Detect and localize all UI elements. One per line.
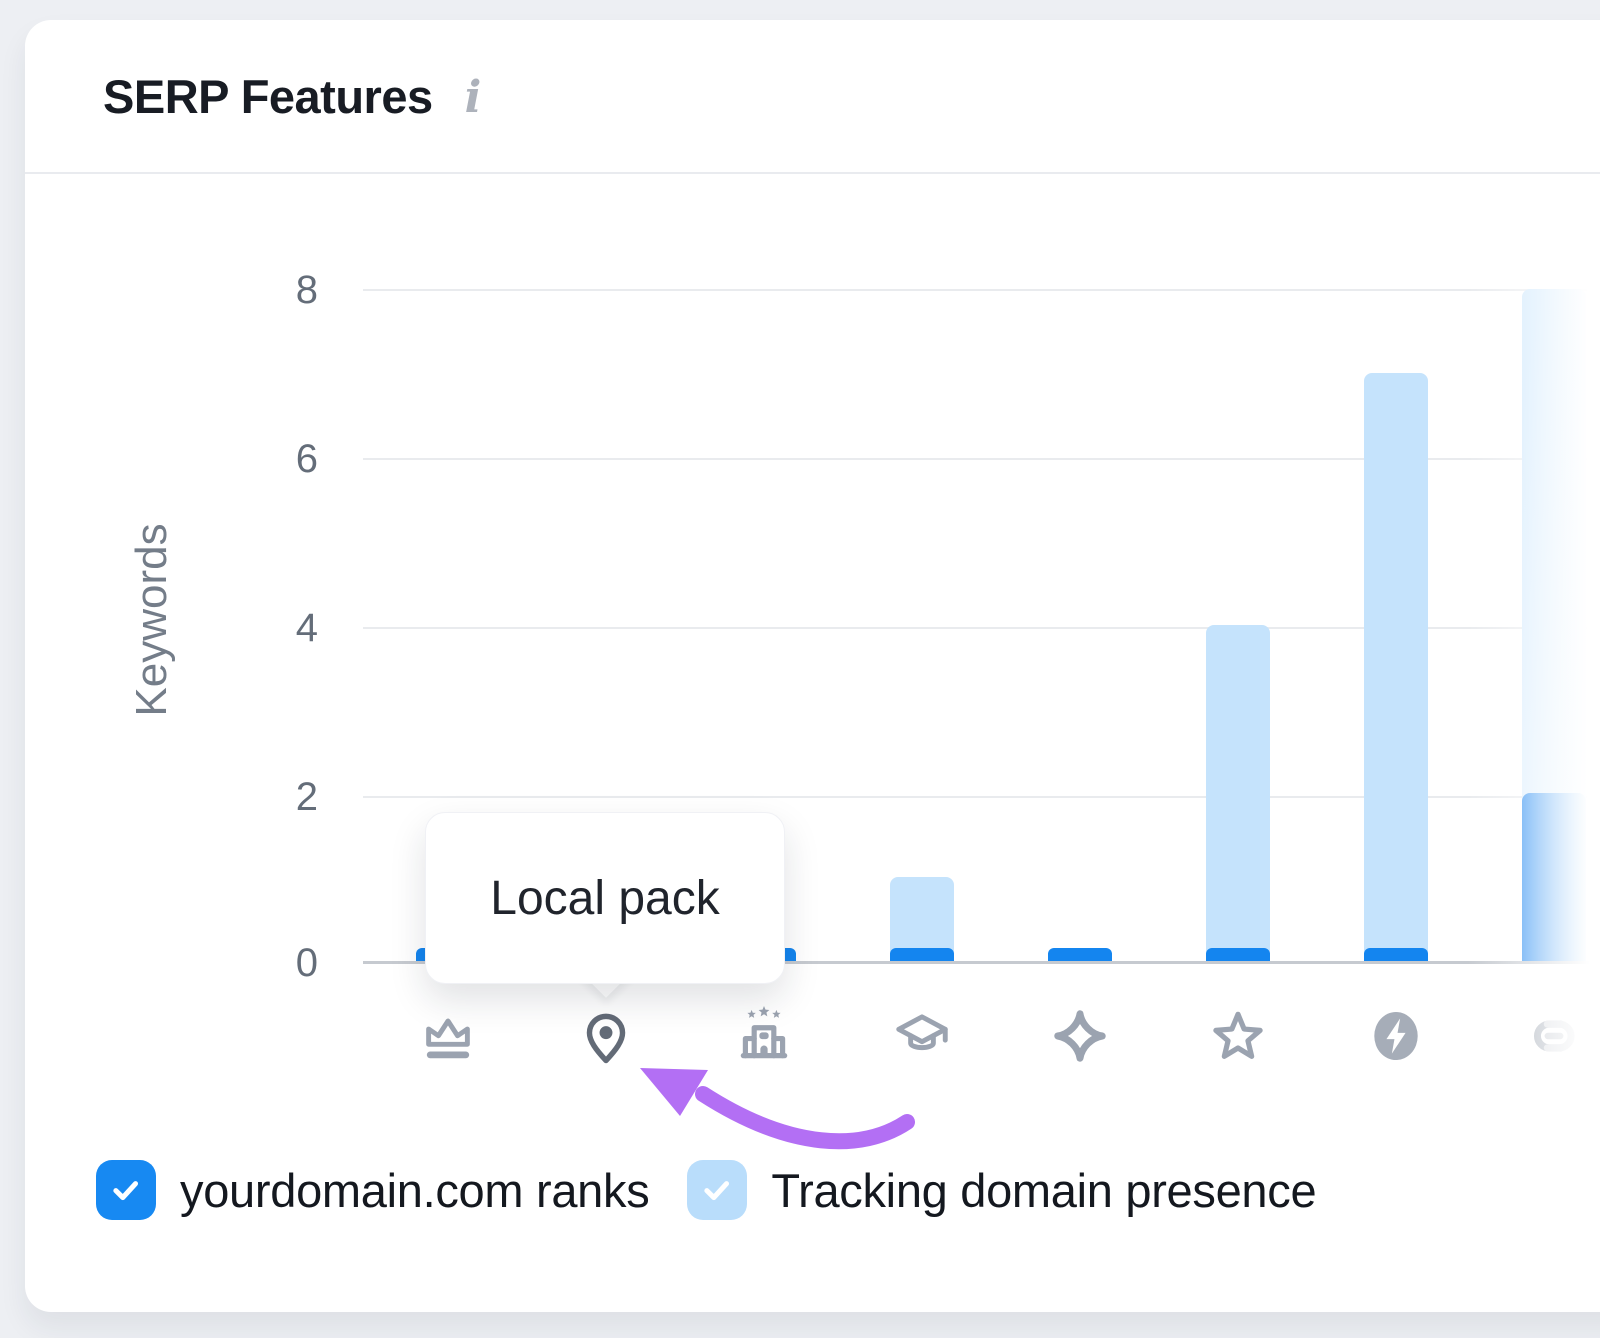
ranks-legend-label: yourdomain.com ranks bbox=[180, 1163, 650, 1217]
ranks-bar bbox=[1522, 793, 1586, 961]
tooltip-label: Local pack bbox=[490, 871, 720, 925]
checkmark-icon bbox=[113, 1181, 139, 1201]
amp-icon[interactable] bbox=[1365, 1005, 1427, 1067]
tracking-bar bbox=[1364, 373, 1428, 961]
tracking-legend-label: Tracking domain presence bbox=[771, 1163, 1317, 1217]
star-icon[interactable] bbox=[1207, 1005, 1269, 1067]
y-tick-6: 6 bbox=[295, 437, 318, 481]
local-pack-tooltip: Local pack bbox=[425, 812, 785, 984]
crown-icon[interactable] bbox=[417, 1005, 479, 1067]
ranks-checkbox[interactable] bbox=[96, 1160, 156, 1220]
location-pin-icon[interactable] bbox=[575, 1005, 637, 1067]
info-icon[interactable]: i bbox=[464, 72, 482, 123]
card-header: SERP Features i bbox=[25, 20, 1600, 172]
tracking-bar bbox=[1206, 625, 1270, 961]
ranks-bar bbox=[1364, 948, 1428, 961]
hotel-pack-icon[interactable] bbox=[733, 1005, 795, 1067]
gridline-2 bbox=[363, 796, 1600, 798]
gridline-6 bbox=[363, 458, 1600, 460]
ranks-bar bbox=[1206, 948, 1270, 961]
legend: yourdomain.com ranks Tracking domain pre… bbox=[96, 1160, 1317, 1220]
gridline-8 bbox=[363, 289, 1600, 291]
sparkle-icon[interactable] bbox=[1049, 1005, 1111, 1067]
link-icon[interactable] bbox=[1523, 1005, 1585, 1067]
gridline-4 bbox=[363, 627, 1600, 629]
plot-area bbox=[0, 289, 1600, 961]
header-divider bbox=[25, 172, 1600, 174]
y-tick-0: 0 bbox=[295, 941, 318, 985]
ranks-bar bbox=[1048, 948, 1112, 961]
legend-item-ranks: yourdomain.com ranks bbox=[96, 1160, 650, 1220]
tracking-bar bbox=[890, 877, 954, 961]
tracking-checkbox[interactable] bbox=[687, 1160, 748, 1220]
checkmark-icon bbox=[704, 1181, 730, 1201]
x-axis-line bbox=[363, 961, 1600, 964]
card-title: SERP Features bbox=[103, 69, 433, 123]
ranks-bar bbox=[890, 948, 954, 961]
y-tick-4: 4 bbox=[295, 606, 318, 650]
legend-item-tracking: Tracking domain presence bbox=[687, 1160, 1317, 1220]
y-tick-8: 8 bbox=[295, 268, 318, 312]
y-tick-2: 2 bbox=[295, 775, 318, 819]
graduation-cap-icon[interactable] bbox=[891, 1005, 953, 1067]
